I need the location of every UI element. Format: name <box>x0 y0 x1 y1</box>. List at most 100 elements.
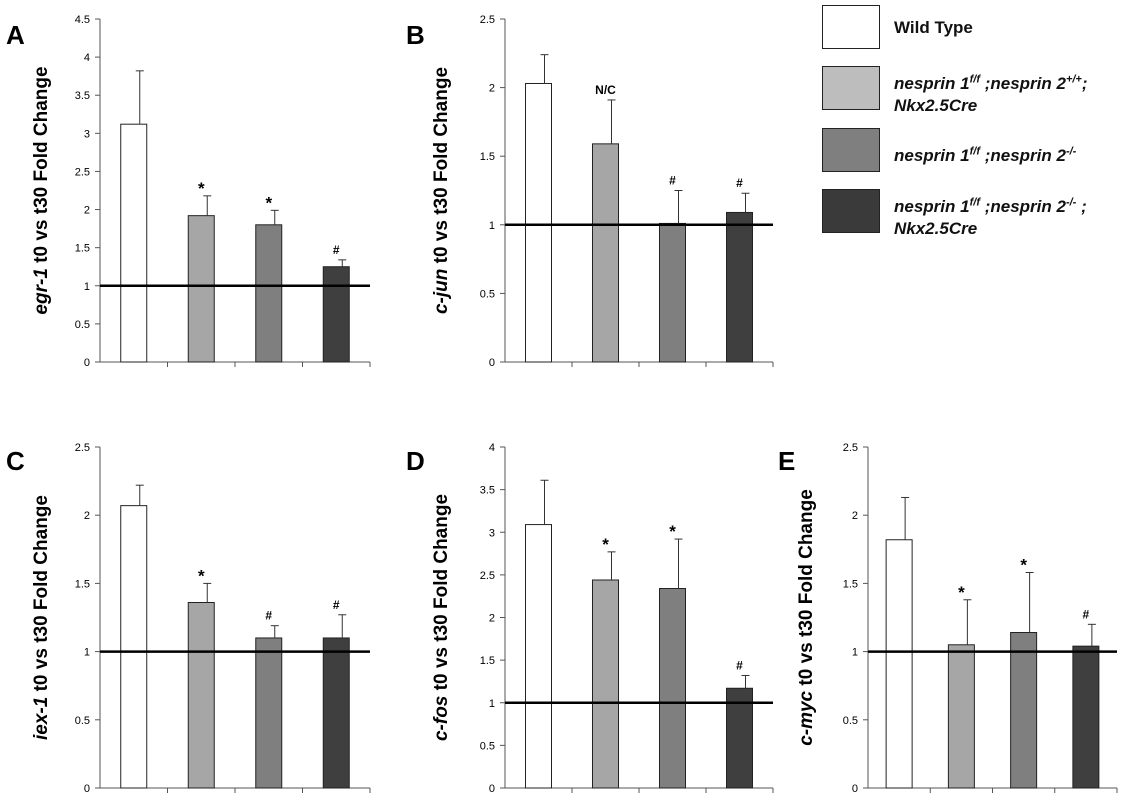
y-tick-label: 0 <box>84 783 90 795</box>
y-axis-label-text: t0 vs t30 Fold Change <box>31 66 52 268</box>
y-tick-label: 1 <box>852 647 858 659</box>
legend-swatch <box>822 66 880 110</box>
y-tick-label: 3 <box>84 128 90 140</box>
significance-label: * <box>602 535 609 554</box>
y-tick-label: 0.5 <box>480 740 495 752</box>
panel-letter: B <box>406 20 425 50</box>
significance-label: # <box>333 243 340 257</box>
legend-swatch <box>822 5 880 49</box>
legend-item: nesprin 1f/f ;nesprin 2-/- ; Nkx2.5Cre <box>822 189 1122 238</box>
y-tick-label: 0.5 <box>480 288 495 300</box>
y-tick-label: 0.5 <box>75 319 90 331</box>
bar <box>255 637 283 789</box>
bar <box>659 222 686 363</box>
legend-label: nesprin 1f/f ;nesprin 2+/+; Nkx2.5Cre <box>894 73 1088 115</box>
significance-label: * <box>265 193 272 212</box>
bar <box>592 143 619 363</box>
significance-label: * <box>198 566 205 585</box>
y-tick-label: 1.5 <box>480 655 495 667</box>
y-axis-label-text: t0 vs t30 Fold Change <box>431 494 452 696</box>
y-tick-label: 3.5 <box>75 90 90 102</box>
y-tick-label: 1 <box>489 220 495 232</box>
significance-label: * <box>198 179 205 198</box>
significance-label: # <box>669 174 676 188</box>
y-axis-label-text: t0 vs t30 Fold Change <box>31 495 52 697</box>
y-axis-label: iex-1 t0 vs t30 Fold Change <box>31 495 52 740</box>
legend-item: nesprin 1f/f ;nesprin 2-/- <box>822 128 1122 176</box>
bar <box>255 224 283 363</box>
legend-item: Wild Type <box>822 5 1122 53</box>
y-tick-label: 2 <box>489 83 495 95</box>
bar <box>120 123 148 363</box>
bar <box>525 524 552 789</box>
y-tick-label: 0.5 <box>75 715 90 727</box>
y-tick-label: 2 <box>852 510 858 522</box>
bar <box>187 215 215 363</box>
y-tick-label: 2 <box>84 510 90 522</box>
y-tick-label: 2.5 <box>75 442 90 454</box>
panel-letter: C <box>6 446 25 476</box>
panel-letter: D <box>406 446 425 476</box>
legend-label: Wild Type <box>894 18 973 37</box>
legend-swatch <box>822 128 880 172</box>
legend-item: nesprin 1f/f ;nesprin 2+/+; Nkx2.5Cre <box>822 66 1122 115</box>
bar <box>885 539 913 789</box>
y-axis-label-gene: c-fos <box>431 696 452 741</box>
y-tick-label: 1.5 <box>480 151 495 163</box>
y-tick-label: 2.5 <box>75 166 90 178</box>
y-tick-label: 0 <box>852 783 858 795</box>
bar <box>726 687 753 789</box>
legend-label: nesprin 1f/f ;nesprin 2-/- <box>894 145 1077 165</box>
bar <box>1010 632 1038 789</box>
y-tick-label: 1 <box>84 281 90 293</box>
y-axis-label-text: t0 vs t30 Fold Change <box>431 67 452 269</box>
significance-label: * <box>958 583 965 602</box>
significance-label: # <box>1083 607 1090 621</box>
bar <box>322 637 350 789</box>
bar <box>187 601 215 789</box>
y-tick-label: 4.5 <box>75 14 90 26</box>
y-tick-label: 1 <box>489 698 495 710</box>
y-tick-label: 3 <box>489 527 495 539</box>
y-axis-label-gene: c-jun <box>431 269 452 314</box>
y-tick-label: 1.5 <box>75 243 90 255</box>
y-axis-label-gene: iex-1 <box>31 697 52 740</box>
bar <box>120 505 148 789</box>
bar <box>659 588 686 789</box>
panel-d: Dc-fos t0 vs t30 Fold Change 0 0.5 1 1.5 2 2.5… <box>406 442 774 795</box>
y-tick-label: 1 <box>84 647 90 659</box>
bar <box>322 266 350 363</box>
y-tick-label: 0 <box>489 357 495 369</box>
y-tick-label: 0.5 <box>843 715 858 727</box>
y-tick-label: 4 <box>84 52 90 64</box>
y-tick-label: 3.5 <box>480 485 495 497</box>
panel-e: Ec-myc t0 vs t30 Fold Change 0 0.5 1 1.5 2 2.5… <box>778 442 1118 795</box>
panel-letter: A <box>6 20 25 50</box>
y-axis-label: egr-1 t0 vs t30 Fold Change <box>31 66 52 314</box>
y-tick-label: 1.5 <box>75 578 90 590</box>
panel-letter: E <box>778 446 795 476</box>
legend-label: nesprin 1f/f ;nesprin 2-/- ; Nkx2.5Cre <box>894 196 1087 238</box>
y-tick-label: 0 <box>489 783 495 795</box>
significance-label: N/C <box>595 83 616 97</box>
y-axis-label: c-myc t0 vs t30 Fold Change <box>796 489 817 746</box>
bar <box>726 211 753 363</box>
bar <box>1072 645 1100 789</box>
y-axis-label-text: t0 vs t30 Fold Change <box>796 489 817 691</box>
panel-b: Bc-jun t0 vs t30 Fold Change 0 0.5 1 1.5 2 2.5… <box>406 14 774 369</box>
bar <box>592 579 619 789</box>
y-axis-label: c-jun t0 vs t30 Fold Change <box>431 67 452 314</box>
y-tick-label: 2.5 <box>843 442 858 454</box>
legend-swatch <box>822 189 880 233</box>
y-tick-label: 2.5 <box>480 570 495 582</box>
significance-label: # <box>736 658 743 672</box>
y-axis-label: c-fos t0 vs t30 Fold Change <box>431 494 452 741</box>
y-tick-label: 1.5 <box>843 578 858 590</box>
significance-label: * <box>1020 555 1027 574</box>
y-tick-label: 2 <box>489 613 495 625</box>
y-axis-label-gene: egr-1 <box>31 268 52 314</box>
significance-label: # <box>265 609 272 623</box>
